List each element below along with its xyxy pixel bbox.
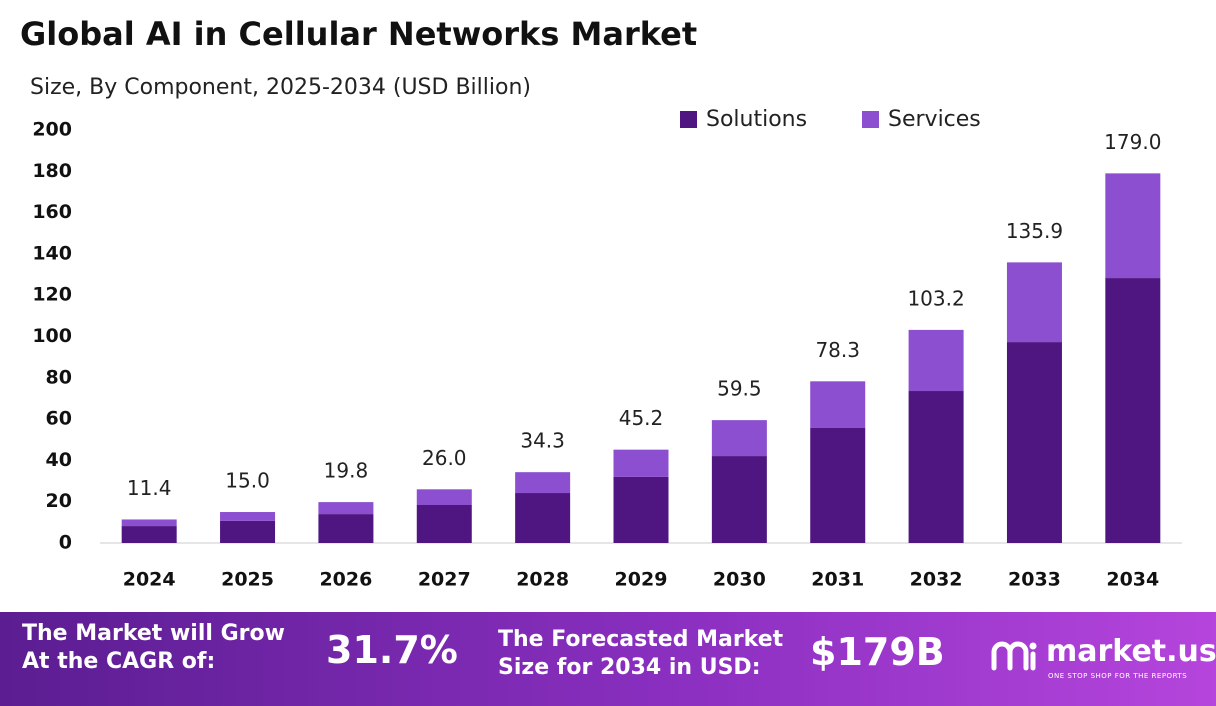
text-line: Size for 2034 in USD: (498, 655, 761, 680)
bar-segment (908, 329, 964, 392)
text-line: At the CAGR of: (22, 649, 216, 674)
total-label: 179.0 (1104, 130, 1161, 154)
total-label: 103.2 (907, 286, 964, 310)
total-label: 78.3 (815, 338, 860, 362)
x-tick-label: 2033 (1008, 569, 1061, 591)
x-tick-label: 2030 (713, 569, 766, 591)
y-tick-label: 160 (32, 201, 72, 223)
chart-subtitle: Size, By Component, 2025-2034 (USD Billi… (30, 75, 531, 100)
bar-segment (515, 472, 571, 494)
total-label: 45.2 (619, 406, 664, 430)
total-label: 135.9 (1006, 219, 1063, 243)
forecast-value: $179B (810, 630, 945, 674)
x-tick-label: 2031 (811, 569, 864, 591)
y-tick-label: 0 (59, 532, 72, 554)
bar-segment (318, 514, 374, 543)
total-label: 15.0 (225, 469, 270, 493)
bar-segment (711, 420, 767, 457)
legend-swatch (862, 111, 879, 128)
x-tick-label: 2025 (221, 569, 274, 591)
text-line: The Forecasted Market (498, 627, 784, 652)
y-tick-label: 60 (46, 408, 72, 430)
y-tick-label: 140 (32, 242, 72, 264)
bar-segment (1105, 278, 1161, 543)
bar-segment (121, 519, 177, 527)
y-tick-label: 40 (46, 449, 72, 471)
y-tick-label: 100 (32, 325, 72, 347)
logo-icon (991, 641, 1037, 671)
y-tick-label: 200 (32, 119, 72, 141)
chart-title: Global AI in Cellular Networks Market (20, 15, 697, 53)
x-tick-label: 2027 (418, 569, 471, 591)
bar-segment (1006, 262, 1062, 343)
tagline: ONE STOP SHOP FOR THE REPORTS (1048, 672, 1188, 680)
total-label: 26.0 (422, 446, 467, 470)
legend-label: Services (888, 107, 981, 132)
bar-segment (515, 493, 571, 543)
text-line: The Market will Grow (22, 621, 285, 646)
x-tick-label: 2032 (910, 569, 963, 591)
total-label: 19.8 (324, 459, 369, 483)
footer: The Market will Grow At the CAGR of: 31.7… (0, 612, 1216, 706)
legend-label: Solutions (706, 107, 807, 132)
y-tick-label: 20 (46, 490, 72, 512)
bar-segment (121, 526, 177, 543)
cagr-value: 31.7% (326, 628, 458, 672)
y-tick-label: 120 (32, 284, 72, 306)
x-tick-label: 2029 (615, 569, 668, 591)
y-tick-label: 80 (46, 366, 72, 388)
forecast-label: The Forecasted Market Size for 2034 in US… (498, 626, 783, 682)
bar-segment (613, 449, 669, 477)
bar-segment (1105, 173, 1161, 279)
cagr-label: The Market will Grow At the CAGR of: (22, 620, 285, 676)
total-label: 34.3 (520, 429, 565, 453)
total-label: 59.5 (717, 377, 762, 401)
legend-swatch (680, 111, 697, 128)
chart: Global AI in Cellular Networks Market Si… (20, 15, 1182, 591)
total-label: 11.4 (127, 476, 172, 500)
x-tick-label: 2028 (516, 569, 569, 591)
bar-segment (416, 489, 472, 506)
bar-segment (711, 456, 767, 543)
x-tick-label: 2026 (319, 569, 372, 591)
bar-segment (1006, 342, 1062, 543)
bar-segment (318, 502, 374, 515)
bar-segment (908, 391, 964, 543)
y-tick-label: 180 (32, 160, 72, 182)
bar-segment (810, 427, 866, 543)
x-tick-label: 2024 (123, 569, 176, 591)
bar-segment (810, 381, 866, 428)
brand: market.us (1046, 634, 1216, 669)
x-tick-label: 2034 (1106, 569, 1159, 591)
bar-segment (220, 512, 276, 521)
bar-segment (220, 520, 276, 543)
bar-segment (613, 476, 669, 543)
bar-segment (416, 505, 472, 543)
